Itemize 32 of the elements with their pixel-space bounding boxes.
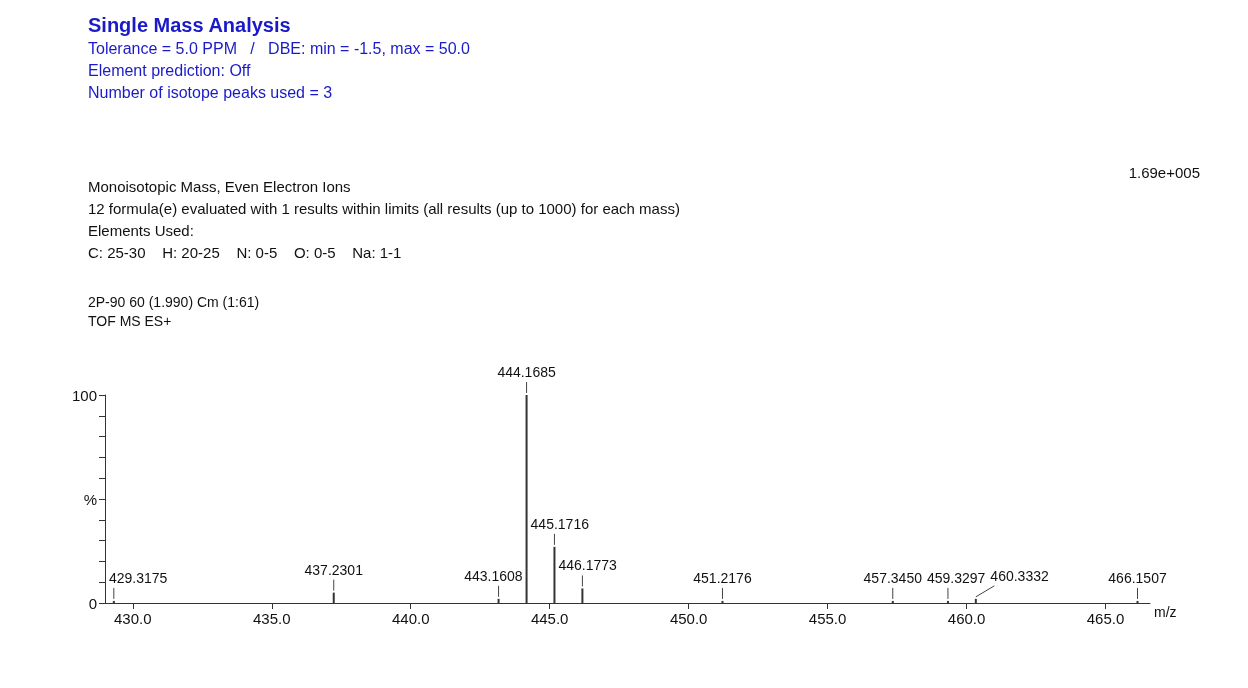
- y-tick-label: 0: [88, 594, 97, 612]
- y-tick-label: %: [83, 490, 97, 508]
- annotation: 466.1507: [1108, 569, 1167, 586]
- x-tick-label: 450.0: [669, 610, 708, 627]
- x-tick-label: 430.0: [114, 610, 152, 627]
- annotation: 460.3332: [990, 567, 1049, 584]
- text: Monoisotopic Mass, Even Electron Ions: [88, 178, 351, 195]
- annotation: 443.1608: [464, 567, 523, 584]
- x-tick-label: 445.0: [530, 610, 569, 627]
- annotation: 445.1716: [530, 515, 590, 532]
- x-tick-label: 455.0: [808, 610, 847, 627]
- x-axis-title: m/z: [1154, 604, 1177, 620]
- x-tick-label: 435.0: [252, 610, 291, 627]
- text: 12 formula(e) evaluated with 1 results within limits (all results (up to 1000) for each mass): [88, 200, 680, 217]
- x-tick-label: 465.0: [1086, 610, 1125, 627]
- annotation: 457.3450: [863, 569, 923, 586]
- annotation: 437.2301: [304, 561, 364, 578]
- text: TOF MS ES+: [88, 313, 172, 329]
- annotation: 444.1685: [497, 364, 556, 380]
- annotation: 429.3175: [109, 569, 168, 586]
- x-tick-label: 460.0: [947, 610, 986, 627]
- x-tick-label: 440.0: [391, 610, 430, 627]
- text: 2P-90 60 (1.990) Cm (1:61): [88, 294, 260, 310]
- chart-subtitle: Tolerance = 5.0 PPM / DBE: min = -1.5, max = 50.0 Element prediction: Off Number of isotope peaks used = 3: [88, 39, 470, 103]
- y-tick-label: 100: [71, 386, 97, 404]
- text: C: 25-30 H: 20-25 N: 0-5 O: 0-5 Na: 1-1: [88, 244, 402, 261]
- text: 1.69e+005: [1128, 163, 1200, 183]
- annotation: 451.2176: [693, 569, 752, 586]
- text: Elements Used:: [88, 222, 194, 239]
- annotation: 459.3297: [926, 569, 986, 586]
- annotation: 446.1773: [558, 557, 618, 574]
- chart-title: Single Mass Analysis: [88, 14, 291, 36]
